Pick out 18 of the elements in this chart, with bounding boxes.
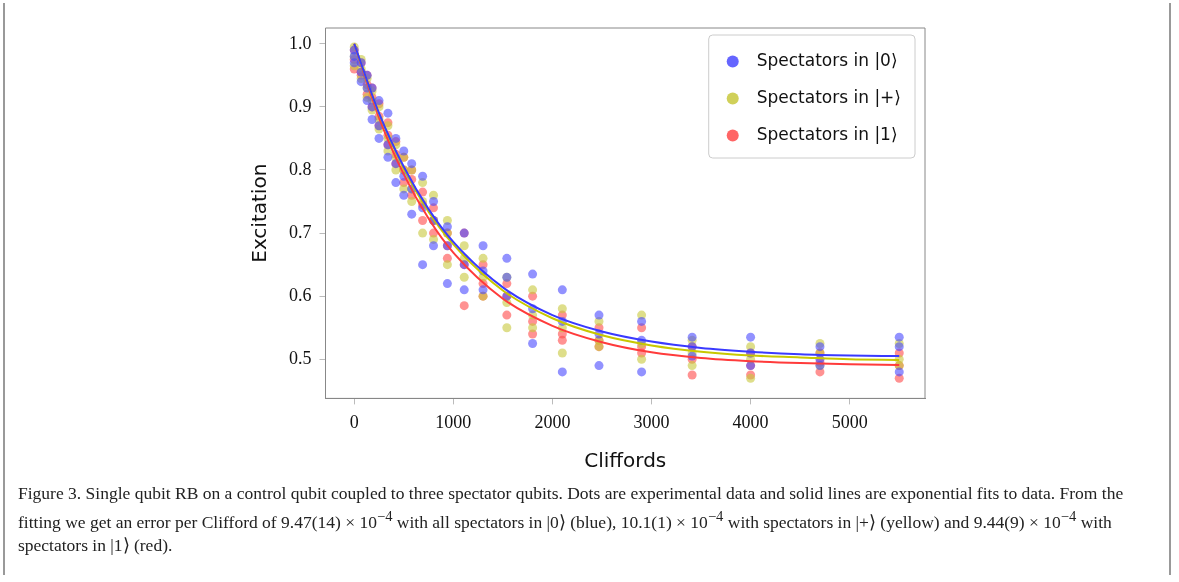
- legend-label: Spectators in |0⟩: [756, 49, 898, 70]
- x-tick-label: 2000: [534, 411, 571, 432]
- x-axis-title: Cliffords: [584, 448, 667, 473]
- legend-label: Spectators in |+⟩: [756, 86, 901, 107]
- y-tick-label: 0.9: [289, 95, 312, 116]
- x-tick-label: 4000: [732, 411, 769, 432]
- x-tick-label: 0: [349, 411, 359, 432]
- y-tick-label: 1.0: [289, 32, 312, 53]
- y-tick-label: 0.8: [289, 158, 312, 179]
- x-tick-label: 5000: [831, 411, 868, 432]
- legend-label: Spectators in |1⟩: [756, 123, 898, 144]
- x-tick-label: 3000: [633, 411, 670, 432]
- y-tick-label: 0.7: [289, 221, 312, 242]
- y-tick-label: 0.5: [289, 348, 312, 369]
- y-axis-title: Excitation: [247, 163, 272, 263]
- y-tick-label: 0.6: [289, 284, 312, 305]
- text: Figure 3. Single qubit RB on a control qubit coupled to three spectator qubits. Dots are experimental data and solid lines are exponential fits to data. From the fitting we get an error per Clifford of 9.47(14) × 10$^{−4}$ with all spectators in |0⟩ (blue), 10.1(1) × 10$^{−4}$ with spectators in |+⟩ (yellow) and 9.44(9) × 10$^{−4}$ with spectators in |1⟩ (red).: [18, 483, 1124, 555]
- x-tick-label: 1000: [435, 411, 472, 432]
